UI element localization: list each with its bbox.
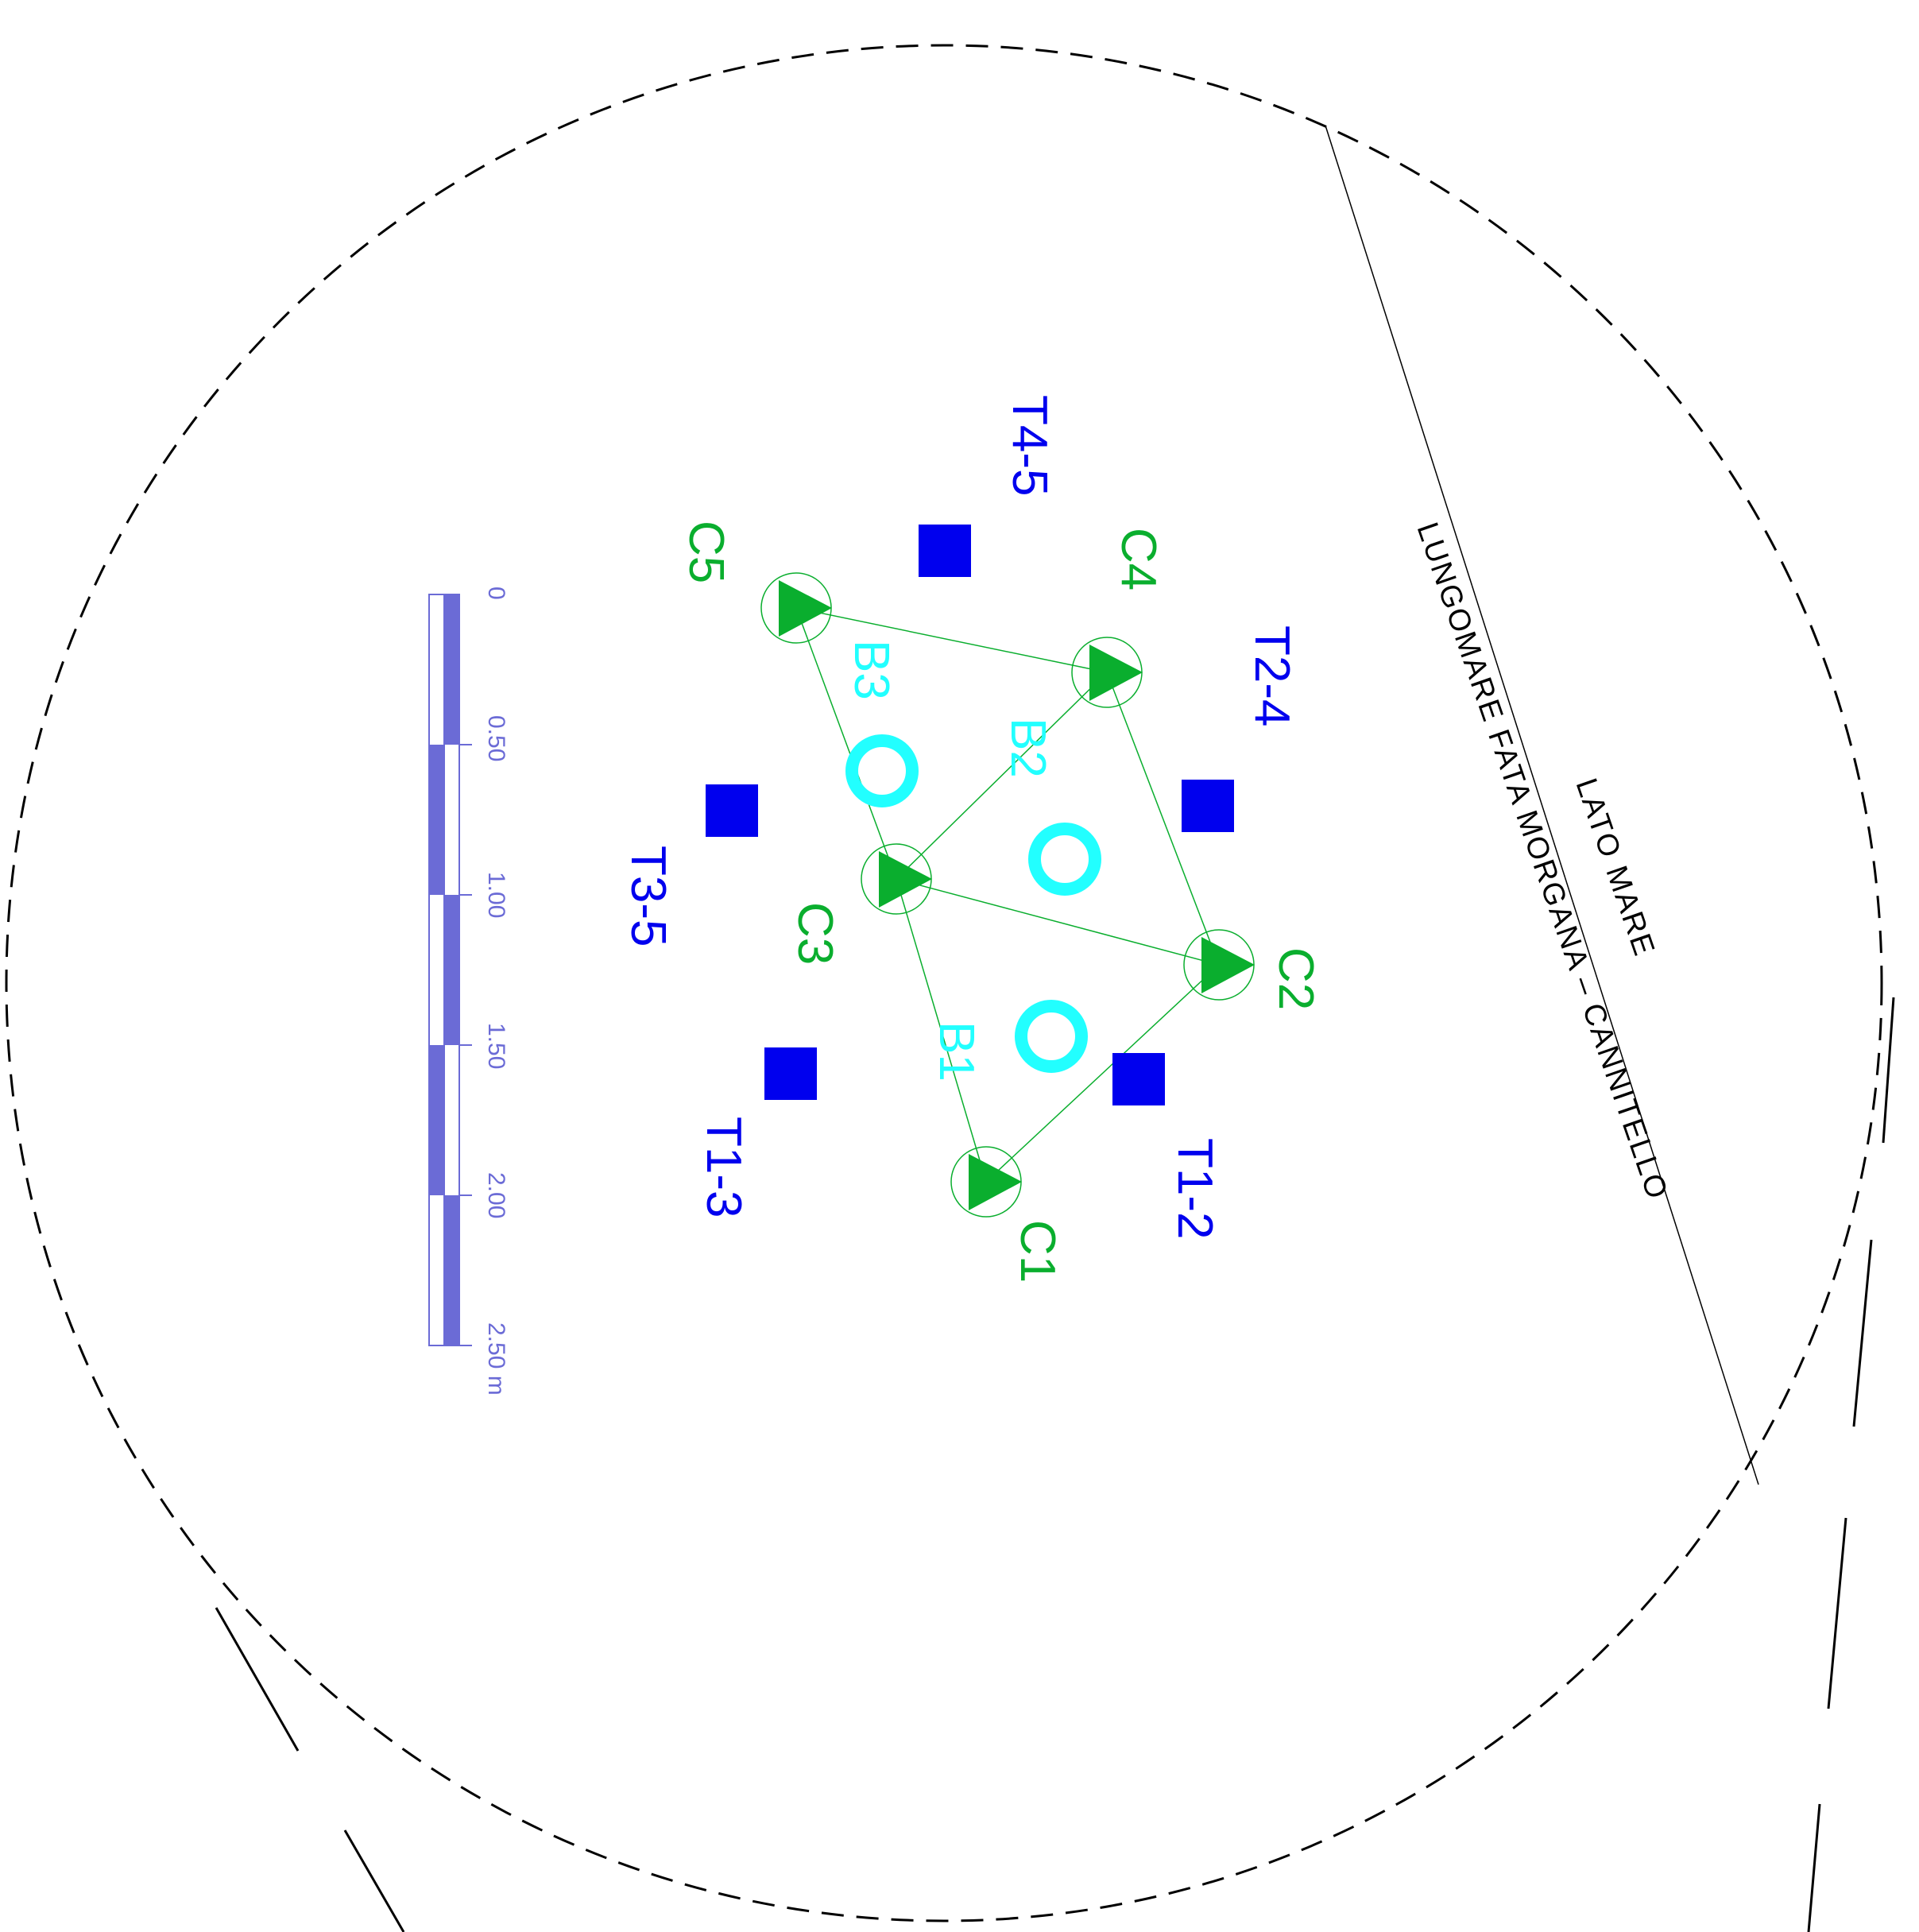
test-point-T1-3 bbox=[764, 1047, 817, 1100]
outer-lines-bottom-left bbox=[215, 1607, 405, 1932]
scale-bar bbox=[428, 594, 472, 1346]
accelerometer-C3 bbox=[861, 843, 932, 915]
test-point-T1-2 bbox=[1112, 1053, 1165, 1105]
test-point-T3-5 bbox=[706, 784, 758, 837]
accelerometer-C4 bbox=[1071, 637, 1143, 708]
borehole-label-B1: B1 bbox=[929, 1021, 984, 1082]
scale-tick-100: 1.00 bbox=[483, 872, 509, 918]
scale-tick-250: 2.50 m bbox=[483, 1322, 509, 1396]
borehole-label-B2: B2 bbox=[1000, 718, 1055, 778]
scale-tick-200: 2.00 bbox=[483, 1172, 509, 1218]
street-line bbox=[1325, 125, 1759, 1485]
test-point-label-T1-2: T1-2 bbox=[1167, 1138, 1222, 1239]
street-name-label: LUNGOMARE FATA MORGANA – CANNITELLO bbox=[1410, 518, 1673, 1204]
test-point-label-T3-5: T3-5 bbox=[621, 846, 675, 947]
site-boundary-circle bbox=[5, 44, 1883, 1922]
accelerometer-label-C4: C4 bbox=[1111, 528, 1166, 590]
accelerometer-label-C3: C3 bbox=[787, 902, 842, 965]
accelerometer-C1 bbox=[950, 1146, 1022, 1218]
test-point-label-T1-3: T1-3 bbox=[696, 1117, 751, 1218]
borehole-B1 bbox=[1015, 1000, 1088, 1073]
scale-tick-050: 0.50 bbox=[483, 715, 509, 761]
borehole-B3 bbox=[845, 734, 919, 807]
borehole-B2 bbox=[1028, 823, 1101, 896]
test-point-label-T4-5: T4-5 bbox=[1002, 395, 1057, 496]
accelerometer-C2 bbox=[1183, 929, 1255, 1001]
accelerometer-label-C5: C5 bbox=[679, 521, 733, 583]
scale-tick-150: 1.50 bbox=[483, 1023, 509, 1069]
test-point-T2-4 bbox=[1182, 780, 1234, 832]
outer-lines-right bbox=[1807, 997, 1895, 1932]
test-point-T4-5 bbox=[919, 525, 971, 577]
borehole-label-B3: B3 bbox=[844, 640, 899, 700]
accelerometer-C5 bbox=[760, 572, 832, 644]
accelerometer-label-C1: C1 bbox=[1010, 1220, 1065, 1283]
test-point-label-T2-4: T2-4 bbox=[1244, 625, 1299, 726]
accelerometer-network bbox=[795, 607, 1220, 1183]
scale-tick-0: 0 bbox=[483, 587, 509, 600]
accelerometer-label-C2: C2 bbox=[1268, 947, 1323, 1010]
